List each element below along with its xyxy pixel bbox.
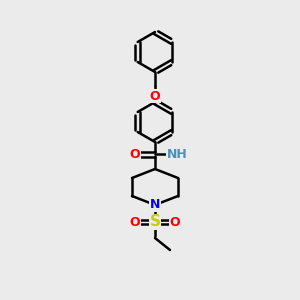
Text: NH: NH bbox=[167, 148, 188, 160]
Text: O: O bbox=[170, 215, 180, 229]
Text: O: O bbox=[150, 89, 160, 103]
Text: O: O bbox=[130, 215, 140, 229]
Text: O: O bbox=[130, 148, 140, 160]
Text: S: S bbox=[149, 214, 161, 230]
Text: N: N bbox=[150, 199, 160, 212]
